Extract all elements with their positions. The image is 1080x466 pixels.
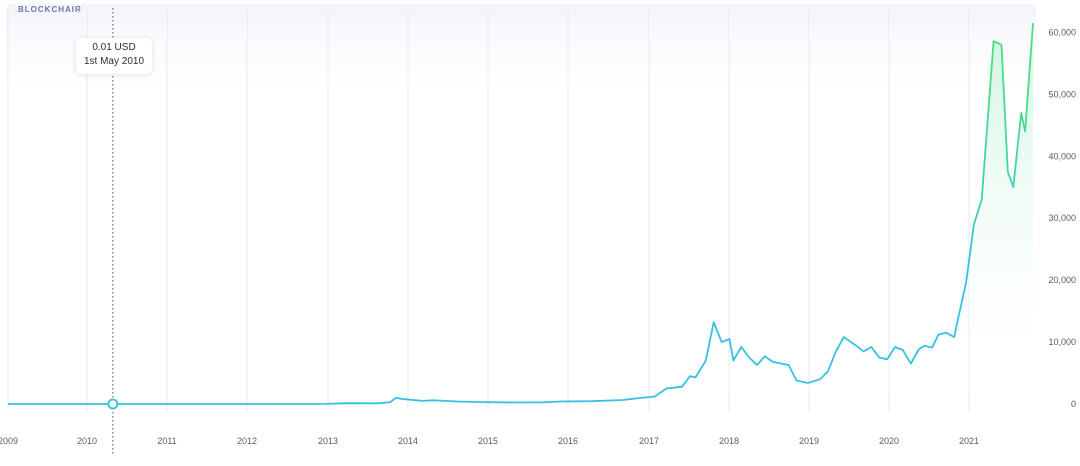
x-axis-ticks: 2009 2010 2011 2012 2013 2014 2015 2016 2017 2018… — [0, 436, 979, 446]
x-tick-2021: 2021 — [959, 436, 979, 446]
x-tick-2019: 2019 — [799, 436, 819, 446]
x-tick-2020: 2020 — [879, 436, 899, 446]
x-tick-2018: 2018 — [719, 436, 739, 446]
x-tick-2015: 2015 — [478, 436, 498, 446]
hover-point — [107, 398, 119, 410]
y-axis-ticks: 0 10,000 20,000 30,000 40,000 50,000 60,000 — [1048, 27, 1076, 409]
price-area — [8, 23, 1033, 404]
x-tick-2016: 2016 — [558, 436, 578, 446]
tooltip-date: 1st May 2010 — [83, 56, 145, 67]
x-tick-2012: 2012 — [237, 436, 257, 446]
x-tick-2013: 2013 — [318, 436, 338, 446]
y-tick-40000: 40,000 — [1048, 151, 1076, 161]
x-tick-2014: 2014 — [398, 436, 418, 446]
grid-lines — [7, 8, 970, 412]
price-line — [8, 23, 1034, 405]
hover-tooltip: 0.01 USD 1st May 2010 — [76, 38, 152, 74]
brand-logo: BLOCKCHAIR — [18, 5, 82, 14]
y-tick-50000: 50,000 — [1048, 89, 1076, 99]
y-tick-20000: 20,000 — [1048, 275, 1076, 285]
hover-guide — [107, 8, 119, 455]
y-tick-60000: 60,000 — [1048, 27, 1076, 37]
series-lines — [8, 23, 1034, 405]
x-tick-2010: 2010 — [77, 436, 97, 446]
area-fill — [8, 23, 1033, 404]
x-tick-2011: 2011 — [157, 436, 176, 446]
y-tick-10000: 10,000 — [1048, 337, 1076, 347]
y-tick-0: 0 — [1071, 399, 1076, 409]
x-tick-2017: 2017 — [639, 436, 659, 446]
y-tick-30000: 30,000 — [1048, 213, 1076, 223]
x-tick-2009: 2009 — [0, 436, 18, 446]
tooltip-value: 0.01 USD — [92, 42, 136, 53]
